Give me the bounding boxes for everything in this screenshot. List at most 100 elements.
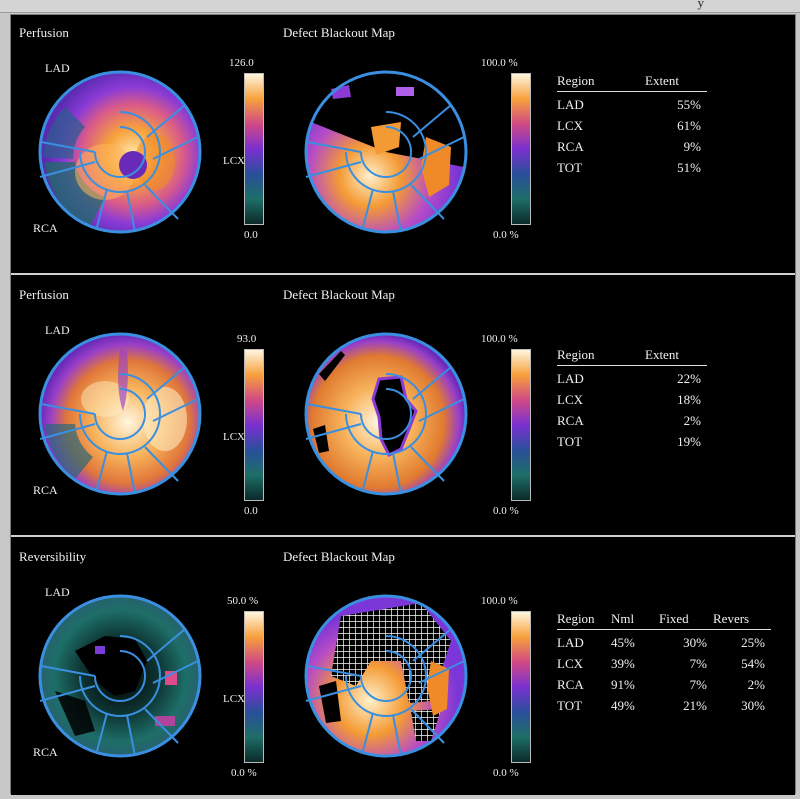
scale-left-min: 0.0 % [231,767,257,779]
label-rca: RCA [33,745,58,759]
scale-right-max: 100.0 % [481,57,518,69]
color-scale-perfusion [244,349,264,501]
panel-divider [11,273,795,275]
polar-map-perfusion[interactable] [35,67,205,237]
scale-right-max: 100.0 % [481,595,518,607]
col-header-extent: Extent [645,347,707,366]
panel-reversibility: Reversibility Defect Blackout Map LAD RC… [11,537,795,795]
polar-map-perfusion[interactable] [35,329,205,499]
panel-title-right: Defect Blackout Map [283,25,395,40]
scale-right-min: 0.0 % [493,229,519,241]
col-header-region: Region [557,73,645,92]
panel-title-left: Perfusion [19,25,69,40]
table-row: LCX 61% [557,113,707,134]
row-revers: 54% [741,656,765,671]
scale-left-max: 93.0 [237,333,257,345]
title-glyph: y [697,0,705,10]
row-fixed: 7% [689,656,707,671]
extent-table: Region Extent LAD 22% LCX 18% RCA 2% TOT 19% [557,347,707,450]
row-region: TOT [557,160,583,175]
panel-title-left: Perfusion [19,287,69,302]
row-region: LCX [557,392,583,407]
table-row: TOT 49% 21% 30% [557,693,771,714]
row-extent: 55% [677,97,701,112]
col-header-nml: Nml [611,611,659,630]
scale-right-max: 100.0 % [481,333,518,345]
col-header-region: Region [557,347,645,366]
table-row: LAD 55% [557,92,707,114]
panel-title-left: Reversibility [19,549,87,564]
row-nml: 49% [611,698,635,713]
panel-title-right: Defect Blackout Map [283,287,395,302]
table-row: RCA 91% 7% 2% [557,672,771,693]
row-nml: 91% [611,677,635,692]
panel-title-right: Defect Blackout Map [283,549,395,564]
row-nml: 39% [611,656,635,671]
row-region: TOT [557,434,583,449]
row-revers: 30% [741,698,765,713]
table-row: LCX 18% [557,387,707,408]
polar-map-defect[interactable] [301,591,471,761]
results-area: Perfusion Defect Blackout Map LAD RCA [10,14,796,795]
label-lad: LAD [45,61,70,75]
scale-left-min: 0.0 [244,229,258,241]
row-region: LAD [557,635,584,650]
polar-map-defect[interactable] [301,67,471,237]
row-region: LAD [557,371,584,386]
row-fixed: 30% [683,635,707,650]
table-row: LAD 45% 30% 25% [557,630,771,652]
row-region: RCA [557,139,584,154]
color-scale-reversibility [244,611,264,763]
col-header-region: Region [557,611,611,630]
polar-map-reversibility[interactable] [35,591,205,761]
row-region: LCX [557,118,583,133]
polar-map-defect[interactable] [301,329,471,499]
panel-rest-perfusion: Perfusion Defect Blackout Map LAD RCA [11,275,795,533]
color-scale-perfusion [244,73,264,225]
panel-stress-perfusion: Perfusion Defect Blackout Map LAD RCA [11,15,795,273]
color-scale-defect [511,611,531,763]
label-rca: RCA [33,483,58,497]
scale-right-min: 0.0 % [493,767,519,779]
table-row: TOT 51% [557,155,707,176]
reversibility-table: Region Nml Fixed Revers LAD 45% 30% 25% LCX… [557,611,771,714]
label-rca: RCA [33,221,58,235]
extent-table: Region Extent LAD 55% LCX 61% RCA 9% TOT 51% [557,73,707,176]
row-region: LAD [557,97,584,112]
row-extent: 18% [677,392,701,407]
row-region: TOT [557,698,583,713]
scale-left-min: 0.0 [244,505,258,517]
label-lad: LAD [45,323,70,337]
scale-left-max: 126.0 [229,57,254,69]
label-lcx: LCX [223,431,245,443]
scale-left-max: 50.0 % [227,595,259,607]
table-row: LCX 39% 7% 54% [557,651,771,672]
table-row: LAD 22% [557,366,707,388]
row-region: RCA [557,413,584,428]
row-extent: 9% [683,139,701,154]
col-header-extent: Extent [645,73,707,92]
row-extent: 51% [677,160,701,175]
row-extent: 61% [677,118,701,133]
row-extent: 19% [677,434,701,449]
row-extent: 2% [683,413,701,428]
table-row: TOT 19% [557,429,707,450]
label-lad: LAD [45,585,70,599]
col-header-revers: Revers [713,611,771,630]
label-lcx: LCX [223,155,245,167]
color-scale-defect [511,349,531,501]
title-strip: y [0,0,800,13]
row-extent: 22% [677,371,701,386]
row-nml: 45% [611,635,635,650]
table-row: RCA 9% [557,134,707,155]
panel-divider [11,535,795,537]
row-revers: 2% [747,677,765,692]
row-fixed: 7% [689,677,707,692]
table-row: RCA 2% [557,408,707,429]
scale-right-min: 0.0 % [493,505,519,517]
row-fixed: 21% [683,698,707,713]
row-region: LCX [557,656,583,671]
label-lcx: LCX [223,693,245,705]
col-header-fixed: Fixed [659,611,713,630]
